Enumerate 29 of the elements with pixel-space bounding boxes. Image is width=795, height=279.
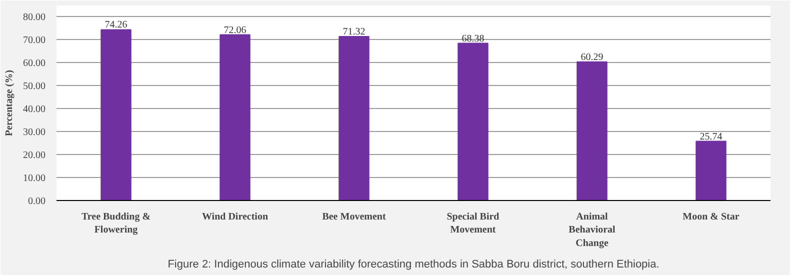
- x-tick-label: Special Bird Movement: [446, 212, 500, 236]
- x-tick-label: Wind Direction: [202, 212, 268, 222]
- bar: [458, 42, 488, 200]
- data-label: 25.74: [700, 131, 722, 142]
- y-tick-label: 70.00: [23, 35, 46, 46]
- bar: [696, 140, 726, 200]
- data-label: 72.06: [224, 24, 246, 36]
- bar: [100, 29, 132, 200]
- y-axis-title: Percentage (%): [4, 70, 15, 136]
- x-tick-label: Animal Behavioral Change: [568, 212, 616, 249]
- y-tick-label: 60.00: [23, 58, 46, 70]
- bar: [338, 36, 370, 200]
- data-label: 60.29: [580, 52, 604, 63]
- data-label: 68.38: [462, 33, 484, 44]
- data-label: 71.32: [342, 26, 366, 38]
- y-tick-label: 0.00: [28, 196, 46, 207]
- y-tick-label: 50.00: [23, 81, 46, 92]
- y-tick-label: 80.00: [23, 12, 46, 24]
- bar: [220, 34, 250, 200]
- y-tick-label: 20.00: [23, 150, 46, 162]
- x-tick-label: Tree Budding & Flowering: [81, 212, 151, 236]
- x-tick-label: Bee Movement: [322, 212, 386, 222]
- caption: Figure 2: Indigenous climate variability forecasting methods in Sabba Boru district, southern Ethiopia.: [168, 258, 660, 270]
- y-tick-label: 10.00: [23, 173, 46, 184]
- data-label: 74.26: [104, 20, 128, 31]
- y-tick-label: 40.00: [23, 104, 46, 116]
- x-tick-label: Moon & Star: [682, 212, 740, 222]
- bar: [576, 61, 608, 200]
- y-tick-label: 30.00: [23, 127, 46, 138]
